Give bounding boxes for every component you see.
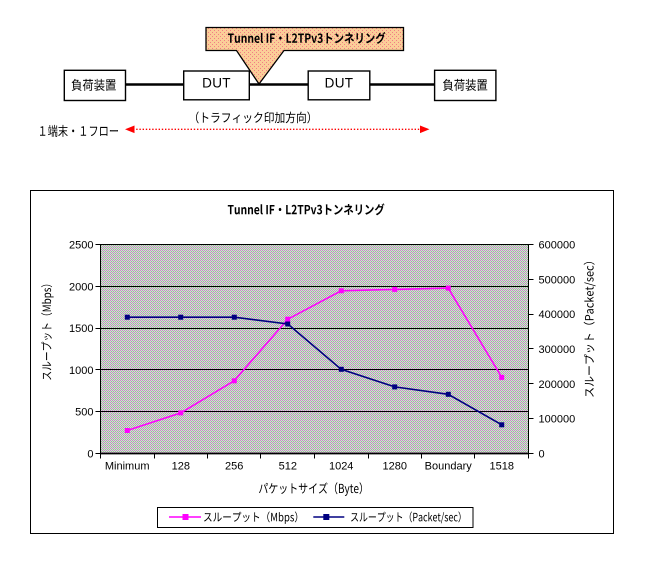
svg-text:400000: 400000 (539, 309, 576, 321)
svg-text:512: 512 (279, 461, 297, 473)
svg-text:DUT: DUT (202, 76, 231, 91)
svg-text:500: 500 (75, 407, 93, 419)
svg-text:128: 128 (172, 461, 190, 473)
svg-text:0: 0 (539, 449, 545, 461)
svg-text:1500: 1500 (69, 323, 93, 335)
svg-text:256: 256 (225, 461, 243, 473)
svg-text:Boundary: Boundary (425, 461, 473, 473)
svg-text:1000: 1000 (69, 365, 93, 377)
svg-text:600000: 600000 (539, 240, 576, 252)
svg-text:0: 0 (87, 449, 93, 461)
svg-text:1024: 1024 (329, 461, 353, 473)
svg-text:2000: 2000 (69, 281, 93, 293)
svg-text:1280: 1280 (383, 461, 407, 473)
svg-text:200000: 200000 (539, 379, 576, 391)
svg-text:100000: 100000 (539, 414, 576, 426)
svg-text:DUT: DUT (325, 76, 354, 91)
svg-text:500000: 500000 (539, 274, 576, 286)
svg-text:300000: 300000 (539, 344, 576, 356)
svg-text:2500: 2500 (69, 240, 93, 252)
svg-text:Minimum: Minimum (105, 461, 150, 473)
svg-text:1518: 1518 (490, 461, 514, 473)
